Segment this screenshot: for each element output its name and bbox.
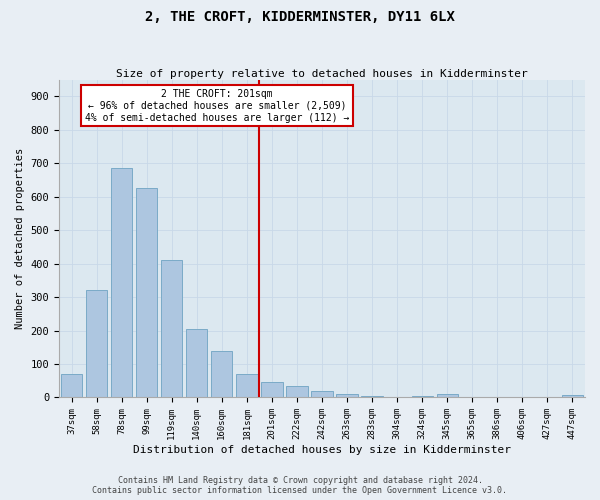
Bar xyxy=(337,394,358,398)
Bar xyxy=(136,188,157,398)
X-axis label: Distribution of detached houses by size in Kidderminster: Distribution of detached houses by size … xyxy=(133,445,511,455)
Bar xyxy=(311,391,332,398)
Bar xyxy=(562,395,583,398)
Bar xyxy=(437,394,458,398)
Title: Size of property relative to detached houses in Kidderminster: Size of property relative to detached ho… xyxy=(116,69,528,79)
Bar xyxy=(86,290,107,398)
Bar xyxy=(186,329,208,398)
Bar xyxy=(61,374,82,398)
Text: 2, THE CROFT, KIDDERMINSTER, DY11 6LX: 2, THE CROFT, KIDDERMINSTER, DY11 6LX xyxy=(145,10,455,24)
Bar xyxy=(361,396,383,398)
Bar xyxy=(111,168,132,398)
Bar xyxy=(261,382,283,398)
Bar xyxy=(211,352,232,398)
Bar xyxy=(286,386,308,398)
Text: 2 THE CROFT: 201sqm
← 96% of detached houses are smaller (2,509)
4% of semi-deta: 2 THE CROFT: 201sqm ← 96% of detached ho… xyxy=(85,90,349,122)
Bar xyxy=(161,260,182,398)
Text: Contains HM Land Registry data © Crown copyright and database right 2024.
Contai: Contains HM Land Registry data © Crown c… xyxy=(92,476,508,495)
Bar xyxy=(236,374,257,398)
Bar xyxy=(412,396,433,398)
Y-axis label: Number of detached properties: Number of detached properties xyxy=(15,148,25,329)
